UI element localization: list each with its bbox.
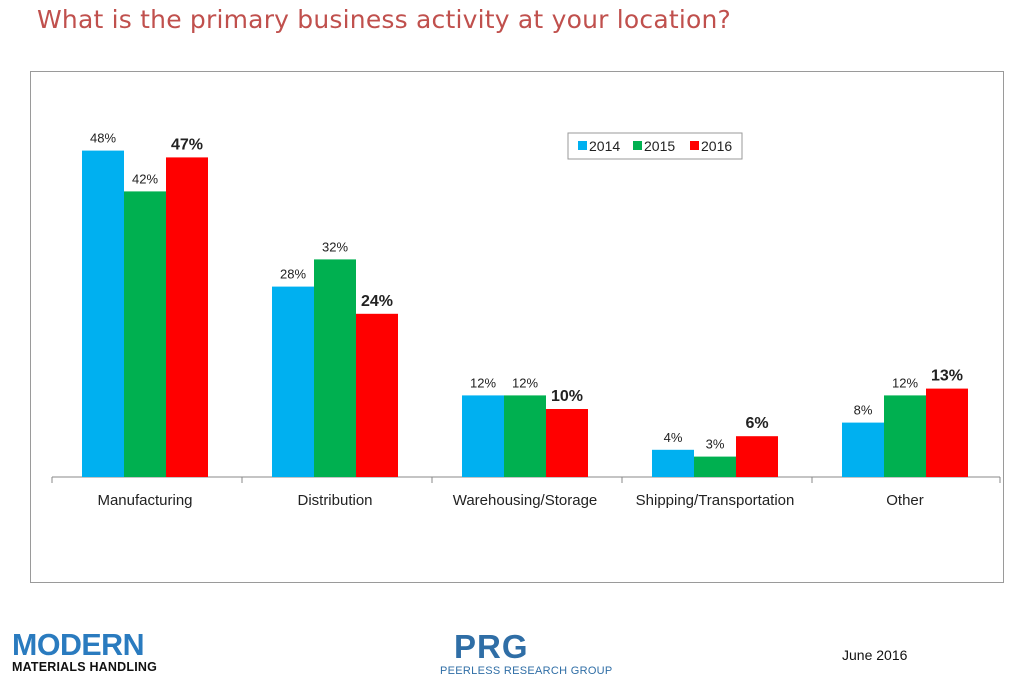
bar-2014-0	[82, 150, 124, 477]
bar-2015-1	[314, 259, 356, 477]
legend-label-2014: 2014	[589, 138, 620, 154]
data-label-2016-0: 47%	[171, 136, 203, 153]
legend-swatch-2016	[690, 141, 699, 150]
legend-label-2015: 2015	[644, 138, 675, 154]
bar-2015-3	[694, 456, 736, 477]
data-label-2014-0: 48%	[90, 131, 116, 146]
data-label-2015-3: 3%	[706, 437, 725, 452]
category-label-2: Warehousing/Storage	[453, 492, 598, 509]
bar-chart: 48% 42% 47% Manufacturing 28% 32% 24% Distribut…	[51, 131, 1001, 509]
logo-materials-handling-text: MATERIALS HANDLING	[12, 660, 158, 674]
bar-2014-4	[842, 422, 884, 477]
bar-2015-4	[884, 395, 926, 477]
category-label-3: Shipping/Transportation	[636, 492, 795, 509]
footer-date: June 2016	[842, 647, 908, 663]
data-label-2015-2: 12%	[512, 375, 538, 390]
data-label-2014-2: 12%	[470, 375, 496, 390]
modern-materials-handling-logo: MODERN MATERIALS HANDLING	[12, 627, 172, 675]
bar-2015-0	[124, 191, 166, 477]
bar-2014-3	[652, 449, 694, 477]
peerless-research-group-logo: PRG PEERLESS RESEARCH GROUP	[438, 628, 612, 681]
data-label-2015-1: 32%	[322, 239, 348, 254]
data-label-2014-3: 4%	[664, 430, 683, 445]
bar-2014-1	[272, 286, 314, 477]
bar-2015-2	[504, 395, 546, 477]
logo-prg-text: PRG	[454, 628, 529, 665]
data-label-2014-1: 28%	[280, 267, 306, 282]
category-label-0: Manufacturing	[97, 492, 192, 509]
bar-2016-4	[926, 388, 968, 477]
chart-frame: 48% 42% 47% Manufacturing 28% 32% 24% Distribut…	[30, 71, 1004, 583]
data-label-2015-4: 12%	[892, 375, 918, 390]
bar-2016-0	[166, 157, 208, 477]
logo-modern-text: MODERN	[12, 627, 145, 662]
bar-2014-2	[462, 395, 504, 477]
legend-label-2016: 2016	[701, 138, 732, 154]
data-label-2016-3: 6%	[745, 415, 768, 432]
chart-title: What is the primary business activity at…	[37, 5, 732, 34]
data-label-2016-4: 13%	[931, 368, 963, 385]
data-label-2016-2: 10%	[551, 388, 583, 405]
legend-swatch-2015	[633, 141, 642, 150]
data-label-2014-4: 8%	[854, 403, 873, 418]
bar-2016-1	[356, 313, 398, 477]
category-label-4: Other	[886, 492, 924, 509]
data-label-2015-0: 42%	[132, 171, 158, 186]
category-label-1: Distribution	[297, 492, 372, 509]
data-label-2016-1: 24%	[361, 293, 393, 310]
logo-peerless-text: PEERLESS RESEARCH GROUP	[440, 665, 613, 677]
bar-2016-3	[736, 436, 778, 477]
bar-2016-2	[546, 409, 588, 477]
legend-box	[567, 132, 743, 160]
legend-swatch-2014	[578, 141, 587, 150]
